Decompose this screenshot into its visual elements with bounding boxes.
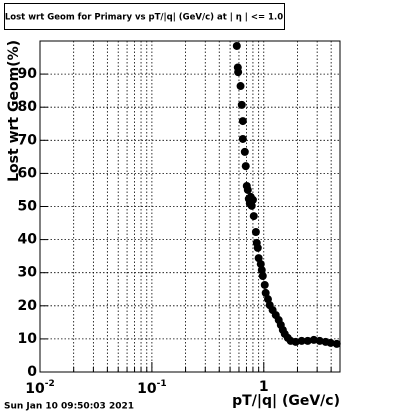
point <box>249 212 258 221</box>
x-tick-base: 10 <box>25 381 45 397</box>
point <box>237 100 246 109</box>
x-tick-label: 10-2 <box>25 379 54 398</box>
point <box>291 337 300 346</box>
point <box>241 162 250 171</box>
point <box>315 336 324 345</box>
y-tick-label: 0 <box>27 364 37 380</box>
y-tick-label: 90 <box>18 66 38 82</box>
point <box>256 260 265 269</box>
point <box>297 336 306 345</box>
point <box>257 266 266 275</box>
x-tick-exponent: -2 <box>45 379 55 389</box>
y-tick-label: 20 <box>18 298 38 314</box>
x-axis-title: pT/|q| (GeV/c) <box>232 393 340 409</box>
point <box>332 339 341 348</box>
point <box>232 41 241 50</box>
y-tick-label: 50 <box>18 199 38 215</box>
point <box>261 288 270 297</box>
chart-title: Lost wrt Geom for Primary vs pT/|q| (GeV… <box>5 13 283 23</box>
point <box>253 243 262 252</box>
point <box>326 338 335 347</box>
point <box>248 195 257 204</box>
point <box>240 147 249 156</box>
point <box>234 68 243 77</box>
x-tick-exponent: -1 <box>157 379 167 389</box>
y-tick-label: 30 <box>18 265 38 281</box>
point <box>251 227 260 236</box>
point <box>243 185 252 194</box>
point <box>247 201 256 210</box>
y-tick-label: 60 <box>18 165 38 181</box>
plot-frame <box>39 40 341 373</box>
x-tick-label: 1 <box>259 379 269 395</box>
y-tick-label: 10 <box>18 331 38 347</box>
point <box>309 335 318 344</box>
y-tick-label: 70 <box>18 132 38 148</box>
point <box>258 272 267 281</box>
title-box <box>4 3 285 30</box>
point <box>236 82 245 91</box>
y-tick-label: 80 <box>18 99 38 115</box>
x-tick-label: 10-1 <box>137 379 166 398</box>
x-tick-base: 10 <box>137 381 157 397</box>
y-tick-label: 40 <box>18 232 38 248</box>
timestamp: Sun Jan 10 09:50:03 2021 <box>4 402 134 412</box>
point <box>303 336 312 345</box>
point <box>238 117 247 126</box>
point <box>260 280 269 289</box>
point <box>238 134 247 143</box>
y-axis-title: Lost wrt Geom(%) <box>6 40 22 182</box>
